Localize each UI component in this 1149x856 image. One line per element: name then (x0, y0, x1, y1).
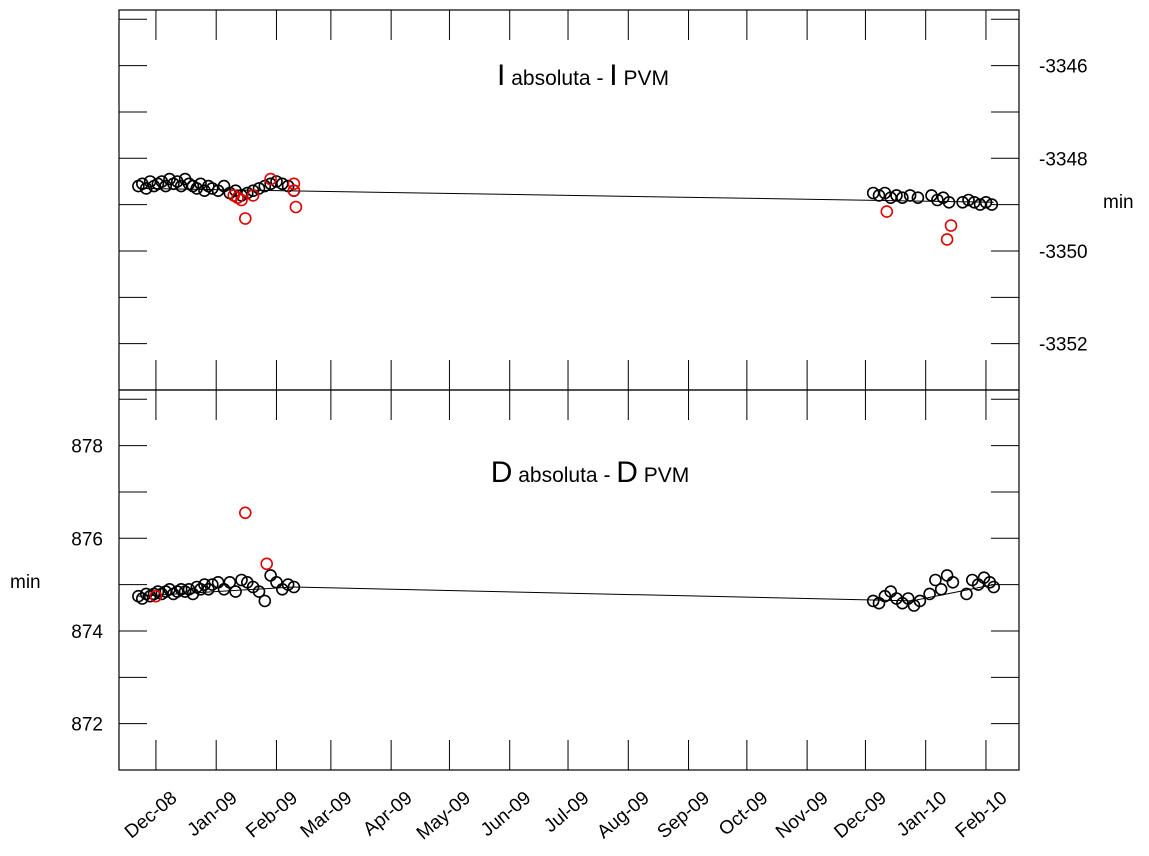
data-point (946, 575, 960, 589)
top-title-part-2: absoluta - (505, 67, 609, 90)
data-point (281, 578, 295, 591)
data-point (235, 193, 248, 207)
bottom-title-part-2: absoluta - (512, 464, 616, 487)
data-point (942, 196, 956, 209)
y-tick-label: 878 (71, 437, 103, 458)
data-point (985, 198, 999, 211)
data-point (264, 172, 277, 186)
data-point (896, 191, 909, 204)
data-point (880, 205, 894, 218)
data-point (223, 575, 237, 589)
data-point (206, 578, 219, 591)
data-point (159, 179, 172, 193)
trend-line (138, 187, 994, 203)
data-point (923, 587, 936, 601)
data-point (206, 182, 219, 195)
data-point (940, 233, 954, 246)
bottom-title-part-1: D (491, 456, 513, 489)
bottom-title-part-4: PVM (638, 464, 689, 487)
top-y-axis-unit: min (1103, 192, 1134, 213)
data-point (246, 189, 260, 202)
bottom-y-axis-unit: min (10, 572, 41, 593)
data-point (929, 573, 942, 587)
data-point (258, 594, 272, 608)
data-point (287, 177, 301, 191)
bottom-title-part-3: D (616, 456, 638, 489)
data-point (866, 594, 880, 608)
data-point (944, 219, 958, 232)
data-point (194, 177, 207, 191)
data-point (960, 587, 973, 601)
data-point (911, 191, 925, 204)
y-tick-label: -3350 (1039, 242, 1088, 263)
y-tick-label: 872 (71, 715, 103, 736)
y-tick-label: -3346 (1039, 57, 1088, 78)
data-point (246, 184, 260, 197)
top-title: I absoluta - I PVM (497, 59, 669, 92)
y-tick-label: -3348 (1039, 149, 1088, 170)
trend-line (138, 584, 994, 602)
data-point (287, 184, 301, 197)
data-point (890, 189, 903, 202)
data-point (149, 589, 163, 603)
data-point (139, 182, 153, 195)
data-point (270, 175, 283, 188)
data-point (239, 506, 252, 520)
data-point (931, 193, 944, 207)
y-tick-label: 876 (71, 529, 103, 550)
data-point (260, 557, 274, 571)
data-point (252, 585, 266, 598)
data-point (872, 189, 886, 202)
top-title-part-4: PVM (618, 67, 669, 90)
bottom-title: D absoluta - D PVM (491, 456, 690, 489)
data-point (289, 200, 303, 214)
panel-frame-2 (118, 389, 1020, 771)
data-point (962, 193, 975, 207)
data-point (987, 580, 1001, 594)
data-point (903, 189, 917, 202)
data-point (235, 573, 248, 587)
data-point (934, 582, 948, 596)
y-tick-label: -3352 (1039, 335, 1088, 356)
data-point (913, 594, 927, 608)
data-point (287, 580, 301, 594)
data-point (229, 585, 242, 598)
y-tick-label: 874 (71, 622, 103, 643)
data-point (979, 196, 993, 209)
data-point (239, 212, 252, 225)
top-title-part-3: I (609, 59, 617, 92)
top-title-part-1: I (497, 59, 505, 92)
